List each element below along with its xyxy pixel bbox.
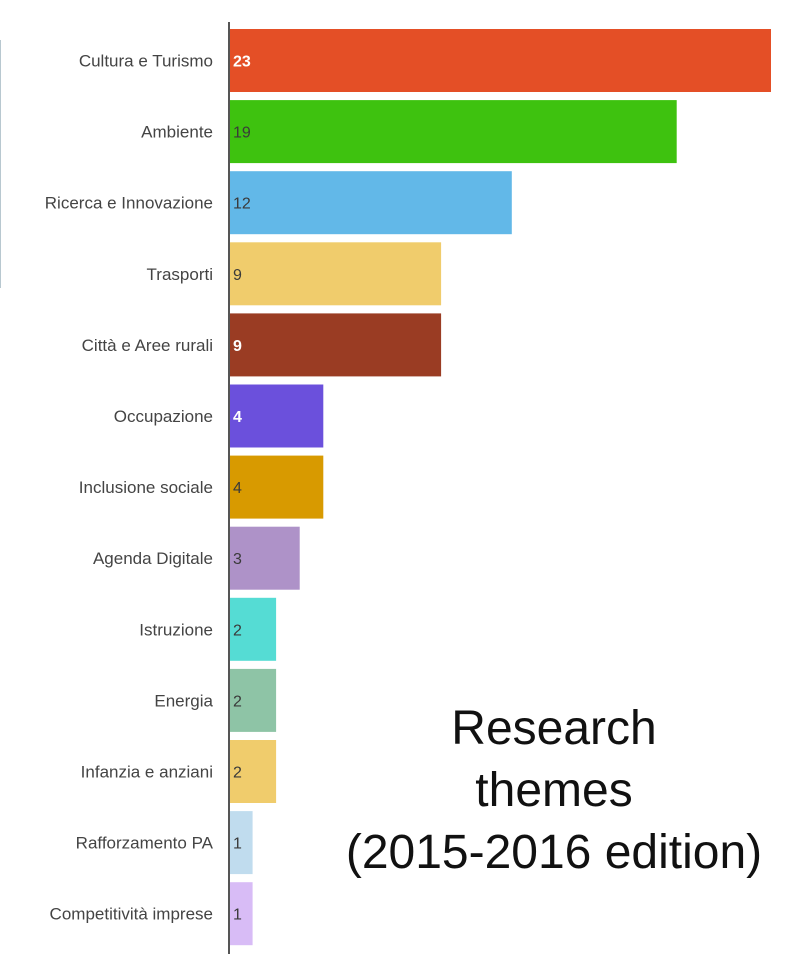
- bar-6: [229, 455, 324, 519]
- bar-7: [229, 526, 300, 590]
- bar-2: [229, 171, 512, 235]
- bar-9: [229, 668, 277, 732]
- category-label: Occupazione: [114, 407, 213, 426]
- value-label: 23: [233, 54, 251, 71]
- bars-group: [229, 29, 771, 946]
- value-label: 4: [233, 409, 242, 426]
- caption-line-3: (2015-2016 edition): [345, 826, 763, 879]
- bar-10: [229, 740, 277, 803]
- bar-11: [229, 811, 253, 875]
- category-label: Ambiente: [141, 123, 213, 142]
- value-label: 2: [233, 622, 242, 639]
- value-label: 2: [233, 693, 242, 710]
- value-label: 4: [233, 480, 242, 497]
- category-label: Competitività imprese: [50, 905, 213, 924]
- category-label: Cultura e Turismo: [79, 52, 213, 71]
- chart-caption: Research themes (2015-2016 edition): [300, 698, 788, 884]
- category-label: Agenda Digitale: [93, 549, 213, 568]
- value-label: 19: [233, 125, 251, 142]
- category-label: Istruzione: [139, 620, 213, 639]
- bar-4: [229, 313, 442, 377]
- category-labels-group: Cultura e Turismo Ambiente Ricerca e Innov…: [45, 52, 214, 924]
- value-label: 2: [233, 765, 242, 782]
- value-label: 9: [233, 338, 242, 355]
- caption-line-1: Research: [451, 702, 657, 755]
- value-labels-group: 23 19 12 9 9 4 4 3 2 2 2 1 1: [233, 54, 251, 924]
- left-edge-mark: [0, 40, 1, 288]
- bar-0: [229, 29, 771, 92]
- bar-1: [229, 100, 677, 164]
- bar-5: [229, 384, 324, 448]
- value-label: 9: [233, 267, 242, 284]
- value-label: 1: [233, 907, 242, 924]
- bar-12: [229, 882, 253, 946]
- value-label: 3: [233, 551, 242, 568]
- value-label: 12: [233, 196, 251, 213]
- caption-line-2: themes: [475, 764, 633, 817]
- category-label: Trasporti: [147, 265, 213, 284]
- category-label: Infanzia e anziani: [81, 763, 213, 782]
- bar-3: [229, 242, 442, 306]
- category-label: Città e Aree rurali: [82, 336, 213, 355]
- bar-8: [229, 597, 277, 661]
- value-label: 1: [233, 836, 242, 853]
- category-label: Inclusione sociale: [79, 478, 213, 497]
- category-label: Rafforzamento PA: [76, 834, 214, 853]
- category-label: Ricerca e Innovazione: [45, 194, 213, 213]
- category-label: Energia: [154, 691, 213, 710]
